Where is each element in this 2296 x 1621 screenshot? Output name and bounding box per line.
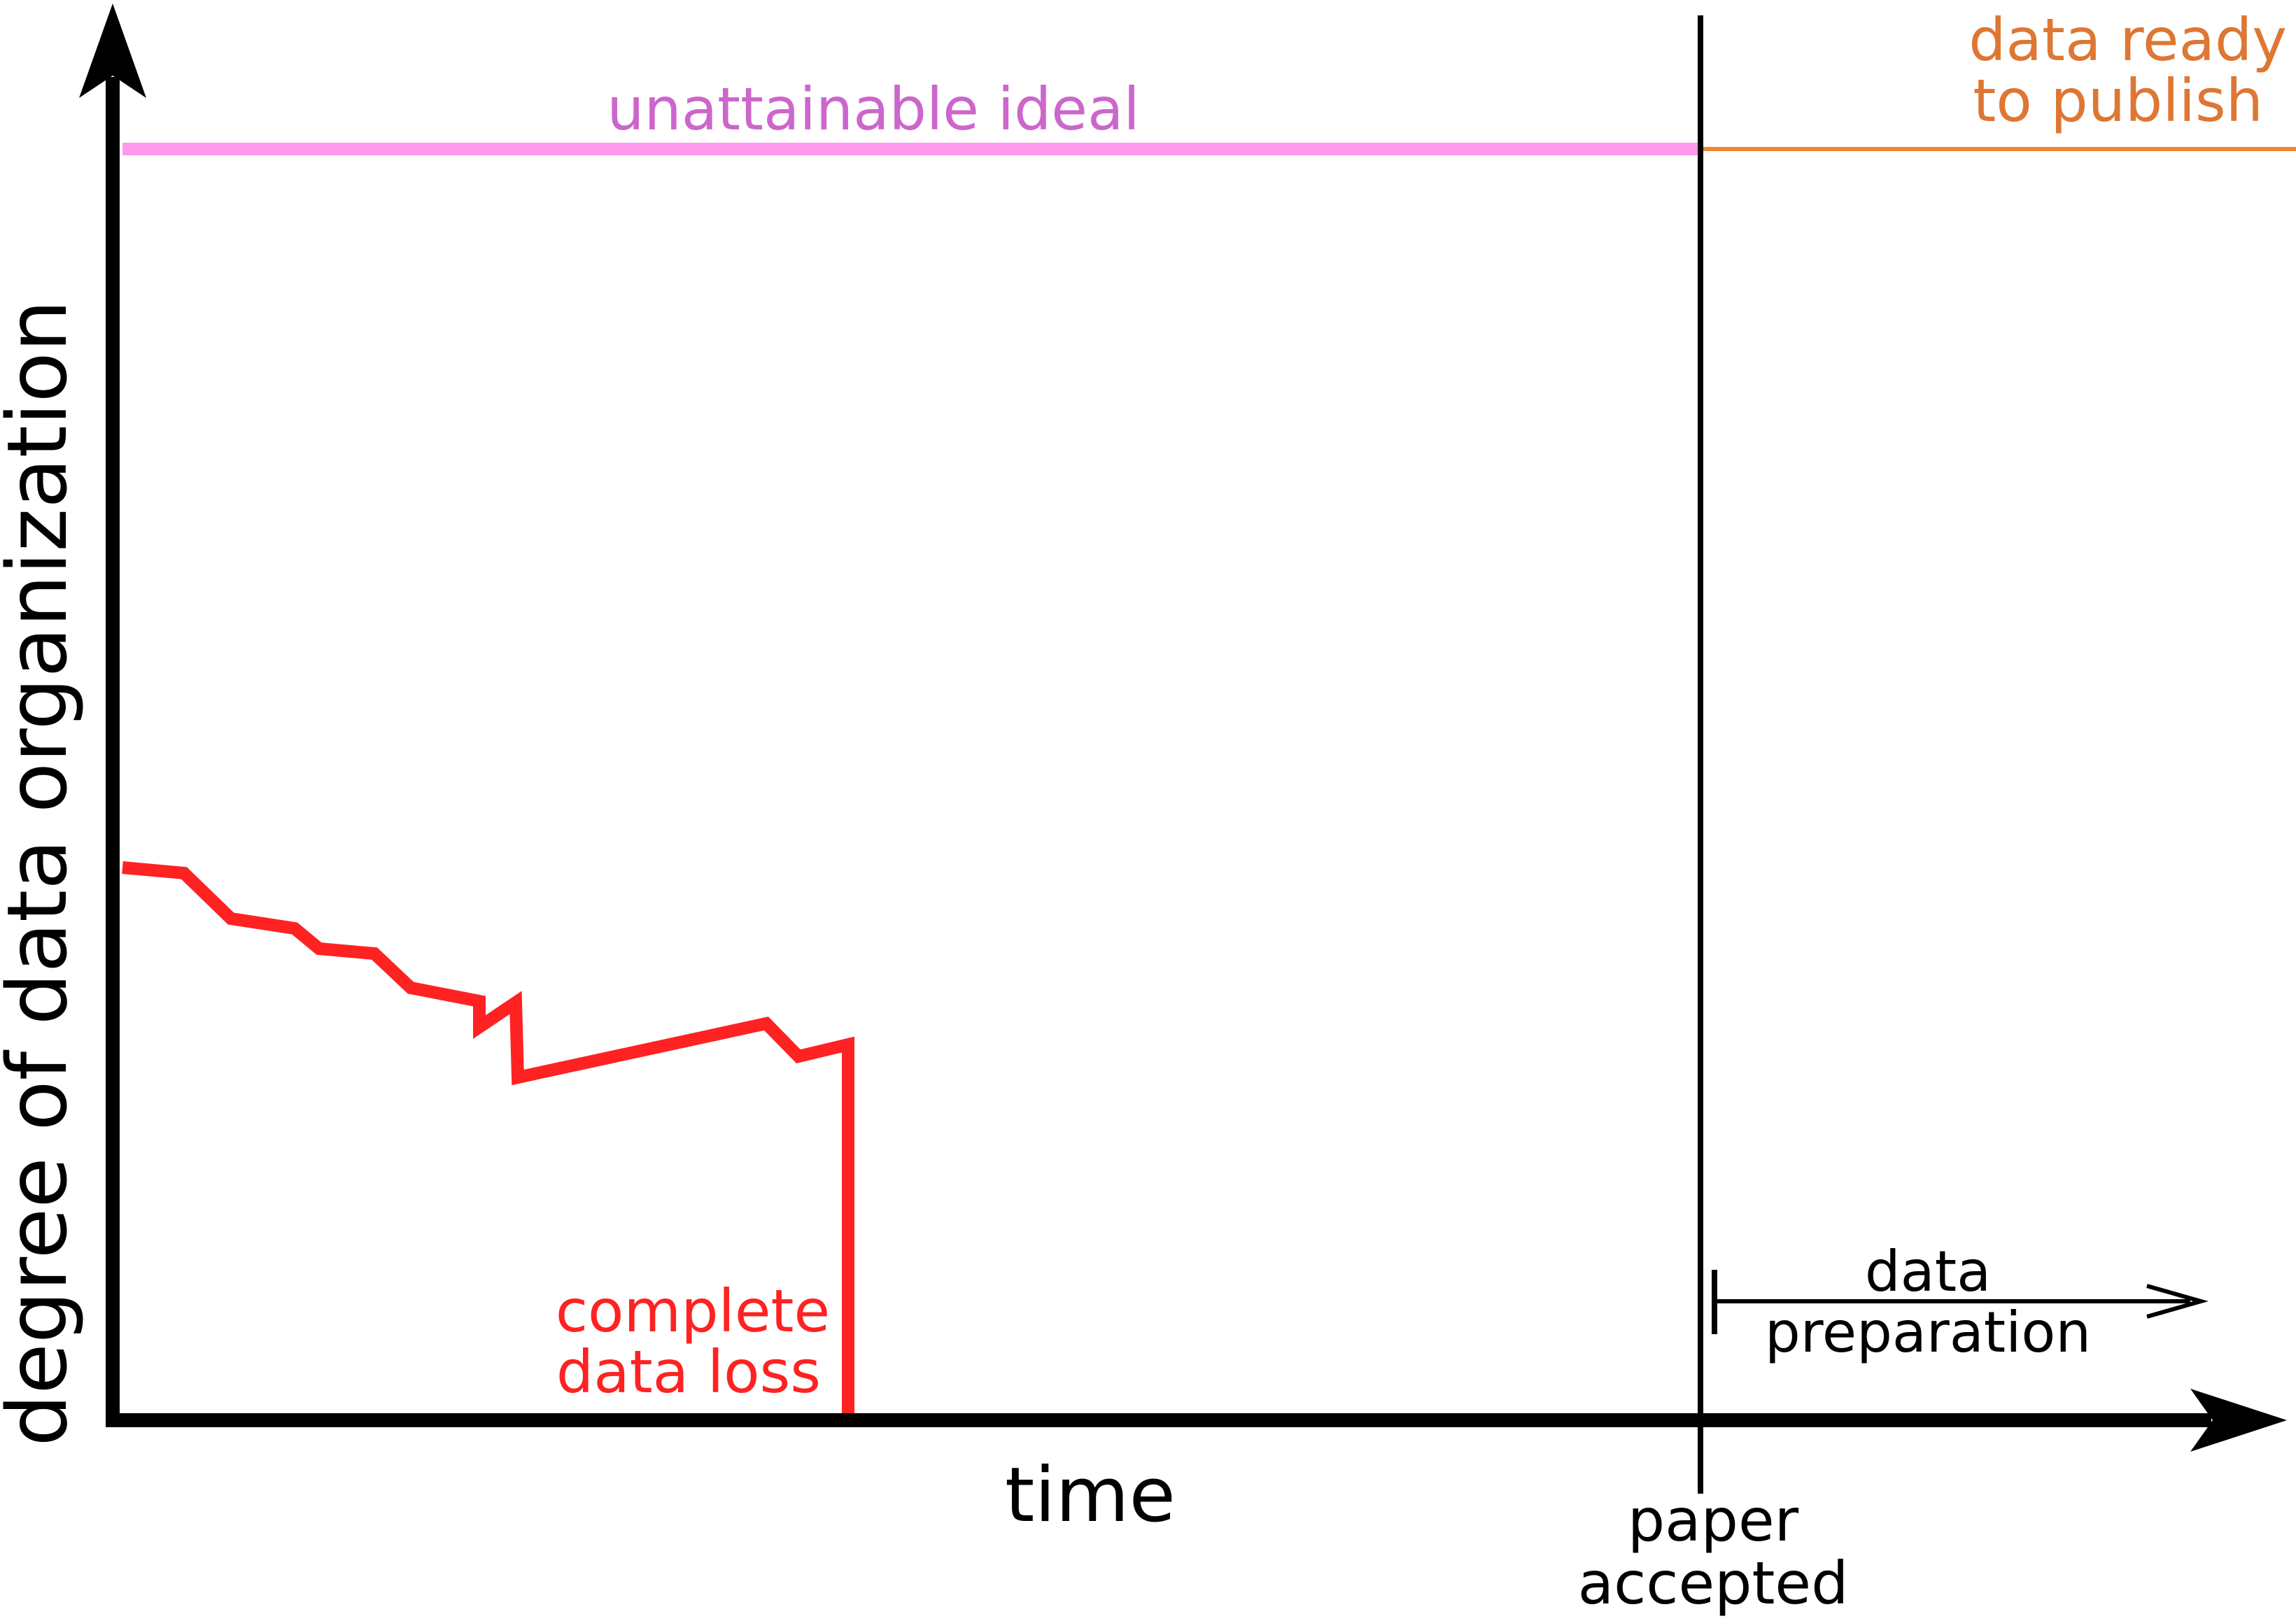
paper-accepted-label-line2: accepted [1578,1549,1849,1618]
paper-accepted-label-line1: paper [1628,1486,1799,1555]
data-ready-label-line2: to publish [1973,66,2263,135]
unattainable-ideal-label: unattainable ideal [607,75,1140,143]
data-loss-curve [122,861,854,1418]
x-axis-arrowhead [2190,1389,2287,1452]
data-preparation-label-line1: data [1865,1239,1991,1304]
data-preparation-label-line2: preparation [1765,1300,2091,1365]
data-ready-label-line1: data ready [1968,6,2287,74]
data-loss-label-line1: complete [556,1277,830,1345]
y-axis-arrowhead [79,3,146,98]
data-preparation-arrowhead [2146,1284,2209,1319]
y-axis-label: degree of data organization [0,299,85,1446]
x-axis-label: time [1005,1452,1176,1539]
data-loss-label-line2: data loss [556,1338,821,1406]
